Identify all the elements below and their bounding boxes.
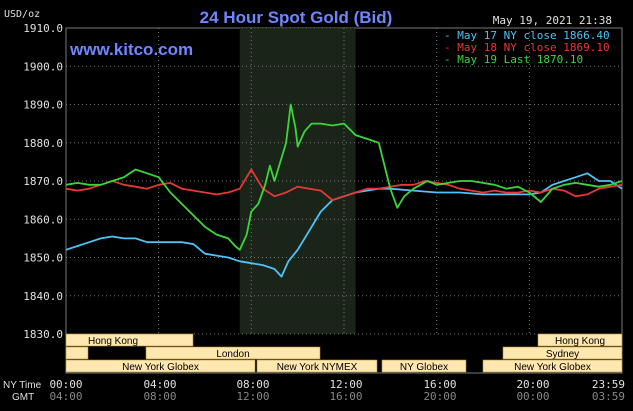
x-tick-label: 04:00 — [143, 378, 176, 391]
market-sessions: Hong Kong London New York Globex New York N… — [65, 333, 623, 373]
x-axis: NY Time 00:00 04:00 08:00 12:00 16:00 20:00 23:… — [3, 378, 625, 403]
y-tick-label: 1860.0 — [23, 213, 63, 226]
y-tick-label: 1900.0 — [23, 60, 63, 73]
session-bar — [65, 333, 194, 347]
x-tick-label: 08:00 — [236, 378, 269, 391]
session-label: London — [216, 349, 249, 360]
chart-title: 24 Hour Spot Gold (Bid) — [200, 8, 393, 27]
x-tick-label: 04:00 — [49, 390, 82, 403]
x-tick-label: 20:00 — [423, 390, 456, 403]
y-tick-label: 1850.0 — [23, 252, 63, 265]
legend: - May 17 NY close 1866.40- May 18 NY clo… — [444, 29, 610, 66]
session-label: Hong Kong — [88, 336, 138, 347]
y-tick-label: 1890.0 — [23, 99, 63, 112]
series-line-3 — [65, 103, 623, 251]
x-tick-label: 08:00 — [143, 390, 176, 403]
session-label: New York NYMEX — [277, 362, 358, 373]
session-bar — [502, 346, 623, 360]
session-label: New York Globex — [122, 362, 199, 373]
y-tick-label: 1830.0 — [23, 328, 63, 341]
plot-area — [65, 27, 623, 374]
x-tick-label: 16:00 — [423, 378, 456, 391]
legend-entry: - May 18 NY close 1869.10 — [444, 41, 610, 54]
series-line-2 — [65, 168, 623, 202]
watermark: www.kitco.com — [69, 40, 193, 59]
chart-timestamp: May 19, 2021 21:38 — [493, 14, 612, 27]
session-bar — [65, 359, 256, 373]
x-tick-label: 16:00 — [329, 390, 362, 403]
session-bar — [256, 359, 378, 373]
session-bar — [537, 333, 623, 347]
y-tick-label: 1880.0 — [23, 137, 63, 150]
x-tick-label: 00:00 — [516, 390, 549, 403]
y-tick-label: 1870.0 — [23, 175, 63, 188]
legend-entry: - May 17 NY close 1866.40 — [444, 29, 610, 42]
session-bar-stub — [65, 346, 89, 360]
x-tick-label: 20:00 — [516, 378, 549, 391]
legend-entry: - May 19 Last 1870.10 — [444, 53, 583, 66]
y-axis-unit: USD/oz — [4, 9, 40, 20]
x-axis-row-label: NY Time — [3, 380, 42, 391]
y-tick-label: 1910.0 — [23, 22, 63, 35]
x-tick-label: 12:00 — [329, 378, 362, 391]
session-label: New York Globex — [514, 362, 591, 373]
x-tick-label: 12:00 — [236, 390, 269, 403]
x-tick-label: 00:00 — [49, 378, 82, 391]
y-tick-label: 1840.0 — [23, 290, 63, 303]
session-label: Sydney — [546, 349, 579, 360]
session-bar — [381, 359, 467, 373]
x-tick-label: 23:59 — [592, 378, 625, 391]
session-bar — [482, 359, 623, 373]
session-label: Hong Kong — [555, 336, 605, 347]
x-axis-row-label: GMT — [12, 392, 34, 403]
session-label: NY Globex — [400, 362, 448, 373]
session-bar — [145, 346, 321, 360]
y-axis: 1910.0 1900.0 1890.0 1880.0 1870.0 1860.0 1850… — [23, 22, 63, 341]
x-tick-label: 03:59 — [592, 390, 625, 403]
